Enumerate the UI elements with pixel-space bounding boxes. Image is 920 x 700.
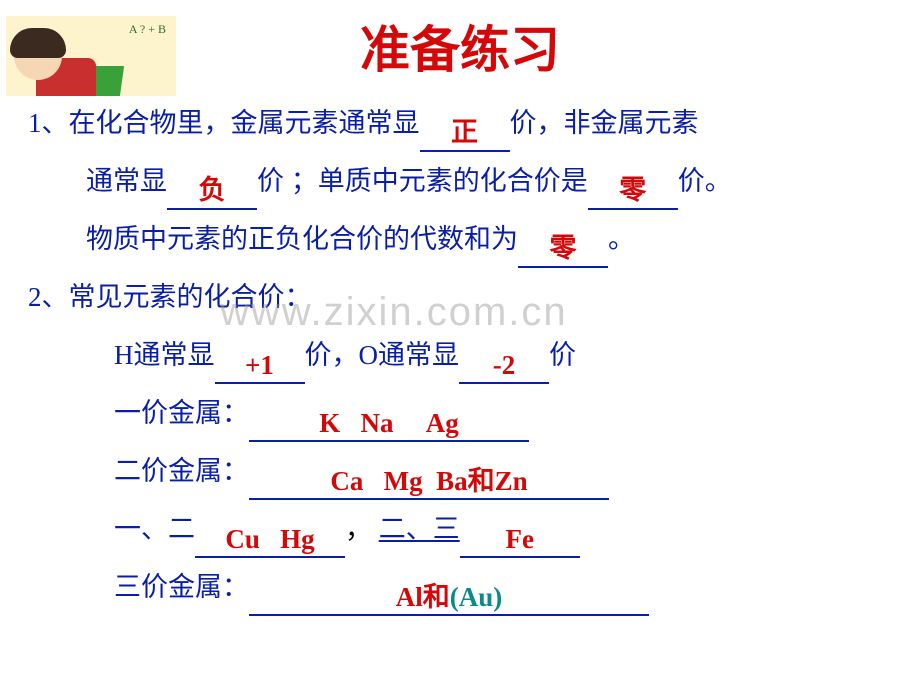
avatar-illustration: A ? + B bbox=[6, 16, 176, 96]
q1-ans4: 零 bbox=[550, 233, 577, 263]
q2-l4-label: 三价金属： bbox=[114, 572, 249, 602]
q1-seg2a: 通常显 bbox=[86, 166, 167, 196]
q1-ans1: 正 bbox=[451, 117, 478, 147]
avatar-letters: A ? + B bbox=[129, 22, 166, 36]
q1-ans2: 负 bbox=[199, 175, 226, 205]
q2-h-ans: +1 bbox=[245, 350, 274, 380]
q2-header: 常见元素的化合价： bbox=[69, 282, 312, 312]
q1-seg1b: 价，非金属元素 bbox=[510, 108, 699, 138]
q2-l3-labela: 一、二 bbox=[114, 514, 195, 544]
q2-l4-ansb: (Au) bbox=[450, 582, 503, 612]
q2-l3-labelb: 二、三 bbox=[379, 514, 460, 544]
q2-l4-ansa: Al和 bbox=[396, 582, 450, 612]
hair-shape bbox=[10, 28, 66, 58]
q2-l2-ans: Ca Mg Ba和Zn bbox=[330, 466, 527, 496]
q1-seg3a: 物质中元素的正负化合价的代数和为 bbox=[86, 224, 518, 254]
q1-number: 1、 bbox=[28, 108, 69, 138]
q2-l3-ansb: Fe bbox=[506, 524, 534, 554]
content-area: 1、在化合物里，金属元素通常显 正 价，非金属元素 通常显 负 价 ；单质中元素的化合价… bbox=[0, 82, 920, 616]
q2-l2-label: 二价金属： bbox=[114, 456, 249, 486]
q2-h-post: 价 bbox=[549, 340, 576, 370]
q2-l1-label: 一价金属： bbox=[114, 398, 249, 428]
q1-seg2b: 价 ；单质中元素的化合价是 bbox=[257, 166, 588, 196]
q2-l3-ansa: Cu Hg bbox=[225, 524, 314, 554]
q2-l1-ans: K Na Ag bbox=[319, 408, 459, 438]
q1-seg1a: 在化合物里，金属元素通常显 bbox=[69, 108, 420, 138]
q2-h-ans2: -2 bbox=[493, 350, 516, 380]
q2-l3-sep: ， bbox=[345, 514, 372, 544]
q1-seg2c: 价。 bbox=[678, 166, 732, 196]
q2-h-pre: H通常显 bbox=[114, 340, 215, 370]
q2-h-mid: 价，O通常显 bbox=[305, 340, 460, 370]
q2-number: 2、 bbox=[28, 282, 69, 312]
head-shape bbox=[14, 32, 62, 80]
q1-ans3: 零 bbox=[619, 175, 646, 205]
q1-seg3b: 。 bbox=[608, 224, 635, 254]
